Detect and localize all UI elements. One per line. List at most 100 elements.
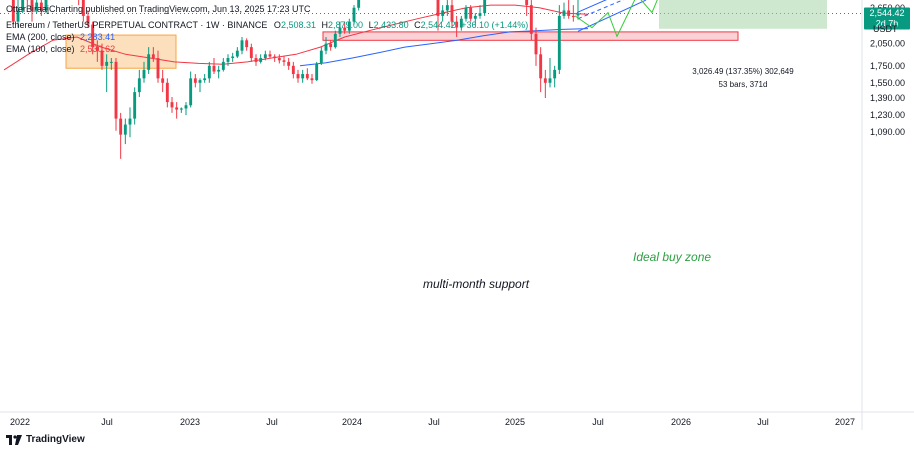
candle-body: [347, 21, 351, 31]
candle-body: [296, 74, 300, 79]
candle-body: [576, 13, 580, 16]
candle-body: [254, 58, 258, 62]
candle-body: [123, 124, 127, 135]
tradingview-logo-icon: [6, 434, 22, 445]
buy-zone-annotation: Ideal buy zone: [633, 250, 711, 264]
ohlc-l: 2,433.80: [373, 20, 409, 30]
candle-body: [319, 50, 323, 64]
candle-body: [548, 78, 552, 83]
candle-body: [450, 5, 454, 22]
candle-body: [95, 47, 99, 51]
candle-body: [91, 24, 95, 48]
candle-body: [324, 43, 328, 51]
y-tick-label: 1,390.00: [870, 93, 905, 103]
candle-body: [39, 2, 43, 11]
x-tick-label: 2026: [671, 417, 691, 427]
projection-path: [574, 0, 658, 38]
price-tag: [864, 7, 910, 30]
tradingview-brand[interactable]: TradingView: [6, 434, 85, 445]
x-tick-label: Jul: [592, 417, 604, 427]
candle-body: [357, 0, 361, 8]
ema100-legend[interactable]: EMA (100, close) 2,530.62: [6, 43, 115, 55]
candle-body: [226, 58, 230, 62]
candle-body: [212, 65, 216, 72]
candle-body: [436, 0, 440, 16]
x-tick-label: Jul: [101, 417, 113, 427]
y-tick-label: 1,230.00: [870, 110, 905, 120]
candle-body: [189, 78, 193, 106]
candle-body: [165, 82, 169, 103]
candle-body: [543, 78, 547, 83]
candle-body: [567, 10, 571, 16]
candle-body: [249, 47, 253, 59]
support-annotation: multi-month support: [423, 277, 530, 291]
candle-body: [315, 63, 319, 81]
candle-body: [100, 50, 104, 66]
candle-body: [287, 61, 291, 66]
ema100-line: [3, 4, 589, 71]
candle-body: [539, 54, 543, 79]
candle-body: [240, 40, 244, 51]
channel-upper: [576, 0, 607, 14]
candle-body: [142, 69, 146, 79]
candle-body: [464, 7, 468, 19]
candle-body: [263, 54, 267, 59]
measure-bars-label: 53 bars, 371d: [719, 80, 768, 89]
candle-body: [553, 69, 557, 79]
ohlc-o: 2,508.31: [280, 20, 316, 30]
candle-body: [161, 78, 165, 83]
candle-body: [282, 60, 286, 62]
candle-body: [21, 0, 25, 11]
candle-body: [534, 33, 538, 55]
candle-body: [352, 7, 356, 22]
candle-body: [109, 61, 113, 63]
ema200-label: EMA (200, close): [6, 32, 75, 42]
ema100-value: 2,530.62: [80, 44, 116, 54]
candle-body: [119, 118, 123, 135]
ohlc-c: 2,544.42: [420, 20, 456, 30]
candles-group: [11, 0, 580, 159]
ohlc-o-label: O: [273, 20, 281, 30]
y-tick-label: 1,750.00: [870, 61, 905, 71]
price-tag-countdown: 2d 7h: [876, 18, 899, 28]
candle-body: [156, 58, 160, 79]
candle-body: [310, 78, 314, 81]
candle-body: [445, 5, 449, 11]
y-tick-label: 2,050.00: [870, 39, 905, 49]
candle-body: [305, 74, 309, 79]
symbol-line: Ethereum / TetherUS PERPETUAL CONTRACT ·…: [6, 19, 528, 31]
ohlc-h: 2,879.00: [328, 20, 364, 30]
candle-body: [455, 21, 459, 28]
candle-body: [469, 7, 473, 19]
candle-body: [217, 69, 221, 72]
candle-body: [198, 80, 202, 83]
brand-text: TradingView: [26, 434, 85, 445]
publish-line: OtterBiraajCharting published on Trading…: [6, 4, 311, 14]
candle-body: [179, 108, 183, 110]
symbol-title[interactable]: Ethereum / TetherUS PERPETUAL CONTRACT ·…: [6, 20, 268, 30]
candle-body: [441, 10, 445, 16]
candle-body: [175, 107, 179, 110]
candle-body: [277, 58, 281, 61]
candle-body: [245, 40, 249, 48]
candle-body: [184, 105, 188, 109]
candle-body: [235, 50, 239, 57]
candle-body: [562, 10, 566, 16]
candle-body: [86, 15, 90, 25]
candle-body: [571, 15, 575, 18]
x-tick-label: Jul: [266, 417, 278, 427]
x-tick-label: Jul: [757, 417, 769, 427]
candle-body: [105, 61, 109, 66]
measure-label: 3,026.49 (137.35%) 302,649: [692, 67, 794, 76]
candle-body: [329, 43, 333, 48]
ohlc-l-label: L: [368, 20, 374, 30]
candle-body: [273, 56, 277, 59]
candle-body: [459, 18, 463, 28]
x-tick-label: 2024: [342, 417, 362, 427]
x-tick-label: 2027: [835, 417, 855, 427]
ema200-legend[interactable]: EMA (200, close) 2,283.41: [6, 31, 115, 43]
ema200-value: 2,283.41: [80, 32, 116, 42]
candle-body: [291, 65, 295, 75]
candle-body: [30, 0, 34, 11]
